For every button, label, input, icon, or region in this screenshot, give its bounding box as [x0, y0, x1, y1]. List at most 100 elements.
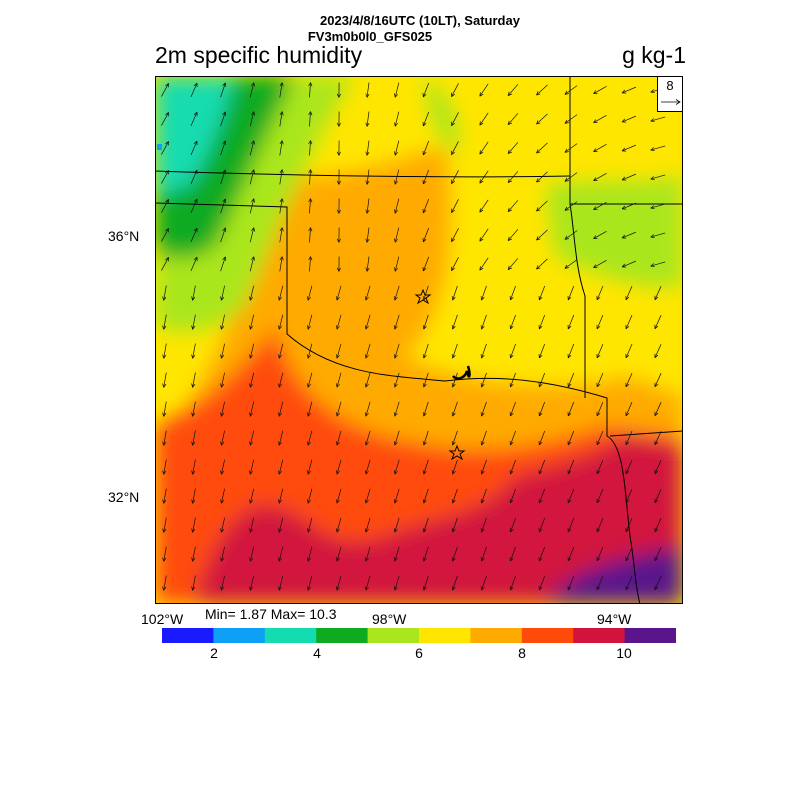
- wind-arrow-icon: [336, 111, 341, 127]
- wind-arrow-icon: [509, 575, 516, 591]
- wind-arrow-icon: [336, 517, 342, 533]
- wind-arrow-icon: [364, 459, 371, 475]
- wind-arrow-icon: [336, 285, 342, 301]
- wind-arrow-icon: [596, 401, 604, 417]
- wind-arrow-icon: [278, 459, 284, 475]
- wind-arrow-icon: [621, 144, 637, 152]
- wind-arrow-icon: [191, 459, 196, 475]
- reference-vector-box: 8: [657, 76, 683, 112]
- wind-arrow-icon: [507, 258, 519, 271]
- wind-arrow-icon: [249, 227, 255, 243]
- wind-arrow-icon: [307, 575, 313, 591]
- wind-arrow-icon: [625, 575, 633, 591]
- wind-arrow-icon: [220, 430, 225, 446]
- wind-arrow-icon: [422, 169, 430, 185]
- wind-arrow-icon: [278, 343, 284, 359]
- wind-arrow-icon: [538, 314, 546, 330]
- wind-arrow-icon: [596, 343, 604, 359]
- wind-arrow-icon: [220, 517, 225, 533]
- wind-arrow-icon: [365, 111, 370, 127]
- wind-arrow-icon: [191, 401, 196, 417]
- wind-arrow-icon: [564, 85, 578, 95]
- wind-arrow-icon: [307, 517, 313, 533]
- wind-arrow-icon: [567, 488, 575, 504]
- wind-arrow-icon: [538, 517, 546, 533]
- wind-arrow-icon: [422, 111, 430, 127]
- wind-arrow-icon: [190, 198, 198, 214]
- wind-arrow-icon: [567, 343, 575, 359]
- wind-arrow-icon: [279, 140, 284, 156]
- wind-arrow-icon: [509, 459, 516, 475]
- wind-arrow-icon: [422, 575, 429, 591]
- wind-arrow-icon: [422, 343, 429, 359]
- wind-arrow-icon: [278, 372, 284, 388]
- wind-arrow-icon: [650, 203, 666, 210]
- wind-arrow-icon: [567, 314, 575, 330]
- wind-arrow-icon: [191, 575, 196, 591]
- wind-arrow-icon: [364, 314, 371, 330]
- wind-arrow-icon: [536, 113, 548, 125]
- wind-arrow-icon: [480, 372, 487, 388]
- wind-arrow-icon: [480, 314, 487, 330]
- model-name: FV3m0b0l0_GFS025: [307, 29, 433, 44]
- wind-arrow-icon: [451, 199, 459, 213]
- wind-arrow-icon: [479, 228, 489, 242]
- colorbar-swatch: [162, 628, 214, 643]
- wind-arrow-icon: [249, 546, 255, 562]
- wind-arrow-icon: [191, 546, 196, 562]
- wind-arrow-icon: [336, 256, 341, 272]
- wind-arrow-icon: [422, 430, 429, 446]
- wind-arrow-icon: [162, 575, 167, 591]
- wind-arrow-icon: [220, 82, 227, 98]
- wind-arrow-icon: [307, 459, 313, 475]
- wind-arrow-icon: [596, 546, 604, 562]
- wind-arrow-icon: [538, 459, 546, 475]
- wind-arrow-icon: [278, 546, 284, 562]
- wind-arrow-icon: [564, 143, 578, 153]
- wind-arrow-icon: [393, 517, 400, 533]
- wind-arrow-icon: [480, 488, 487, 504]
- wind-arrow-icon: [538, 343, 546, 359]
- wind-arrow-icon: [394, 82, 400, 98]
- wind-arrow-icon: [479, 112, 489, 126]
- wind-arrow-icon: [336, 314, 342, 330]
- wind-arrow-icon: [567, 401, 575, 417]
- wind-arrow-icon: [162, 343, 167, 359]
- wind-arrow-icon: [654, 286, 662, 301]
- wind-arrow-icon: [422, 372, 429, 388]
- wind-arrow-icon: [654, 373, 662, 388]
- wind-arrow-icon: [190, 256, 198, 272]
- wind-arrow-icon: [593, 230, 607, 240]
- wind-arrow-icon: [596, 459, 604, 475]
- wind-arrow-icon: [220, 256, 227, 272]
- wind-arrow-icon: [336, 372, 342, 388]
- wind-arrow-icon: [480, 575, 487, 591]
- wind-arrow-icon: [336, 430, 342, 446]
- colorbar-swatch: [470, 628, 523, 643]
- wind-arrow-icon: [536, 171, 548, 183]
- wind-arrow-icon: [451, 314, 458, 330]
- wind-arrow-icon: [220, 227, 227, 243]
- city-marker-okc: [414, 288, 432, 305]
- wind-arrow-icon: [538, 285, 546, 301]
- wind-arrow-icon: [451, 285, 458, 301]
- wind-arrow-icon: [596, 285, 604, 301]
- wind-arrow-icon: [394, 140, 400, 156]
- colorbar-swatch: [624, 628, 676, 643]
- wind-arrow-icon: [393, 401, 400, 417]
- wind-arrow-icon: [451, 372, 458, 388]
- wind-arrow-icon: [364, 285, 371, 301]
- wind-arrow-icon: [190, 111, 198, 127]
- wind-arrow-icon: [279, 111, 284, 127]
- wind-arrow-icon: [336, 401, 342, 417]
- wind-arrow-icon: [509, 343, 516, 359]
- wind-arrow-icon: [625, 517, 633, 533]
- arrow-right-icon: [661, 99, 681, 105]
- wind-arrow-icon: [190, 169, 198, 185]
- wind-arrow-icon: [564, 259, 578, 269]
- wind-arrow-icon: [394, 198, 400, 214]
- wind-arrow-icon: [451, 401, 458, 417]
- colorbar-swatch: [419, 628, 471, 643]
- wind-arrow-icon: [162, 430, 167, 446]
- wind-arrow-icon: [567, 372, 575, 388]
